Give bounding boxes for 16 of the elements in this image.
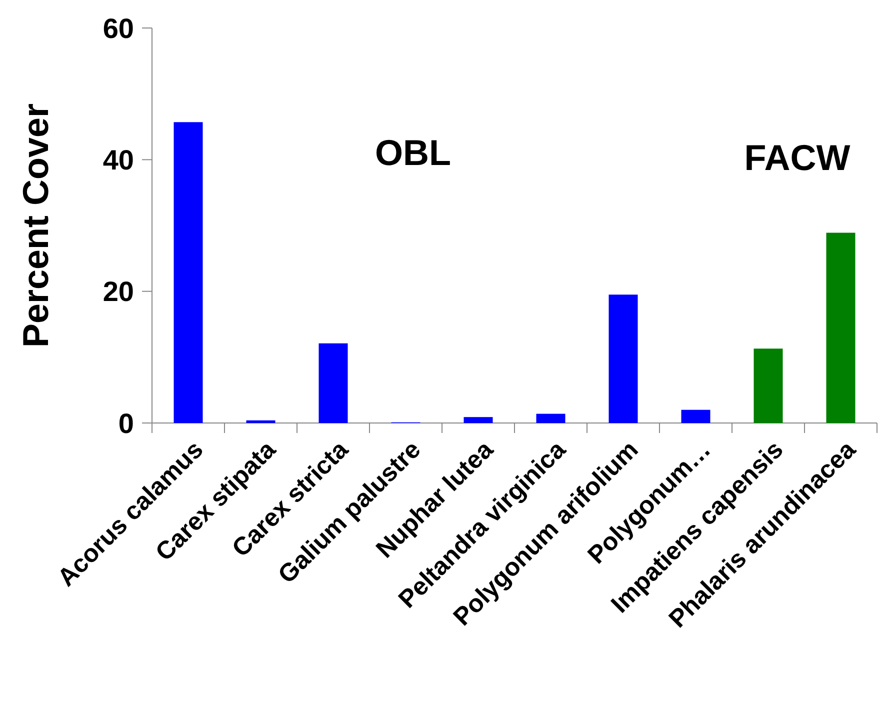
y-tick-label: 20 [102, 276, 134, 308]
y-tick-label: 0 [118, 408, 134, 439]
annotation: OBL [375, 132, 451, 173]
bar [246, 420, 276, 423]
bar [826, 232, 856, 423]
y-tick-label: 40 [102, 144, 134, 176]
bar [681, 410, 710, 423]
bar [754, 348, 783, 423]
y-axis-title: Percent Cover [15, 103, 56, 348]
bar [464, 417, 493, 423]
bar [318, 343, 348, 423]
annotation: FACW [744, 137, 850, 178]
bar [536, 414, 566, 423]
bar [174, 122, 203, 423]
bar [608, 294, 638, 423]
y-tick-label: 60 [102, 12, 134, 44]
